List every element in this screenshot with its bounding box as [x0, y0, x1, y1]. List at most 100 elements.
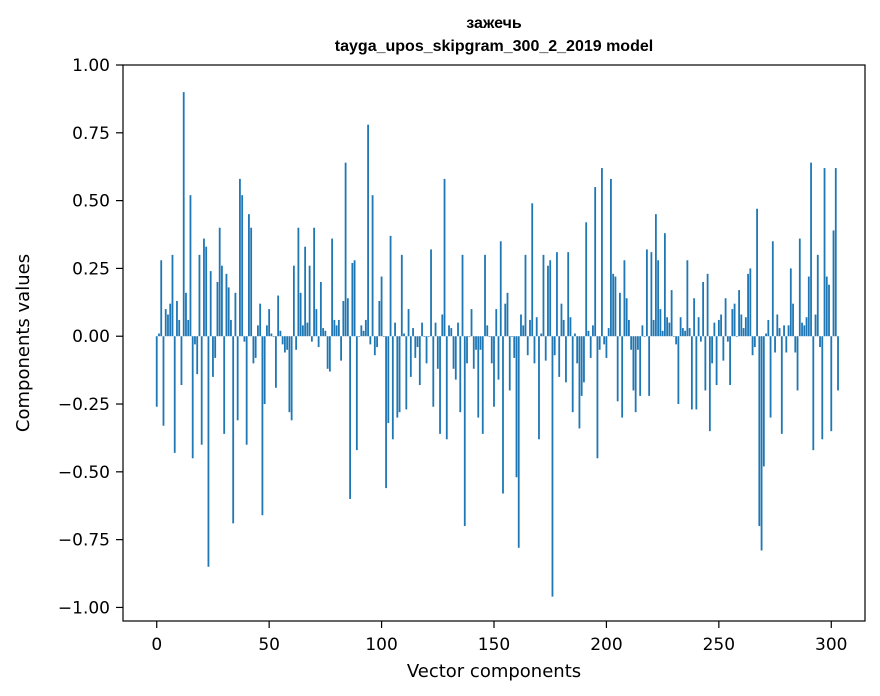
bar [259, 303, 262, 337]
bar [549, 260, 552, 337]
bar [834, 168, 837, 337]
bar [466, 336, 468, 364]
bar [266, 325, 268, 337]
bar [315, 309, 318, 337]
bar [601, 168, 603, 337]
bar [459, 336, 462, 413]
y-tick-label: −0.50 [58, 463, 110, 483]
bar [526, 336, 529, 356]
bar [232, 336, 235, 524]
bar [362, 330, 365, 337]
bar [452, 336, 455, 369]
bar [167, 314, 169, 337]
bar [499, 241, 502, 337]
bar [625, 298, 628, 337]
bar [486, 325, 489, 337]
bar [319, 281, 322, 337]
x-tick-label: 300 [815, 635, 847, 655]
bar [639, 336, 642, 396]
bar [585, 222, 588, 337]
bar [738, 290, 740, 337]
bar [612, 273, 615, 337]
bar [349, 336, 351, 499]
bar [450, 328, 453, 337]
bar [805, 317, 808, 337]
bar [331, 238, 334, 337]
bar [713, 322, 716, 337]
bar [614, 276, 617, 337]
bar [616, 336, 619, 402]
bar [394, 322, 396, 337]
bar [812, 336, 815, 451]
bar [596, 336, 599, 459]
bar [241, 195, 244, 337]
bar [646, 249, 648, 337]
bar [628, 319, 630, 337]
bar [412, 328, 414, 337]
bar [236, 336, 239, 421]
bar [297, 227, 300, 337]
bar [776, 314, 779, 337]
bar [481, 336, 484, 434]
bar [733, 303, 736, 337]
bar [731, 309, 734, 337]
bar [326, 336, 329, 369]
bar [677, 336, 680, 405]
bar [747, 273, 749, 337]
bar [704, 336, 707, 391]
x-axis-label: Vector components [407, 661, 581, 682]
bar [171, 254, 174, 337]
bar [688, 328, 691, 337]
bar [668, 322, 671, 337]
bar [198, 254, 201, 337]
bar [506, 292, 509, 337]
bar [398, 336, 401, 413]
bar [158, 333, 160, 337]
bar [729, 336, 731, 386]
bar [724, 298, 727, 337]
bar [830, 336, 833, 432]
bar [495, 309, 498, 337]
bar [531, 203, 534, 337]
bar [699, 336, 702, 342]
bar [762, 336, 765, 467]
y-tick-label: −0.25 [58, 395, 110, 415]
bar [239, 178, 241, 337]
bar [382, 336, 385, 337]
bar [735, 336, 738, 337]
chart-subtitle: tayga_upos_skipgram_300_2_2019 model [335, 38, 653, 55]
bar [502, 336, 504, 494]
bar [313, 227, 316, 337]
x-tick-label: 0 [151, 635, 162, 655]
bar [405, 336, 408, 410]
bar [787, 325, 790, 337]
bar [684, 330, 687, 337]
bar [286, 336, 289, 350]
bar [513, 336, 516, 358]
bar [308, 265, 311, 337]
y-axis-label: Components values [13, 254, 34, 432]
bar [443, 178, 446, 337]
bar [245, 336, 248, 445]
x-axis-ticks: 0 50 100 150 200 250 300 [151, 621, 847, 655]
bar [194, 336, 196, 345]
bar [416, 336, 419, 348]
bar [403, 333, 405, 337]
bar [461, 254, 464, 337]
bar [342, 300, 345, 337]
bar [623, 260, 626, 337]
y-tick-label: 0.25 [72, 259, 110, 279]
bar [663, 233, 666, 337]
bar [765, 333, 767, 337]
bar [535, 317, 538, 337]
bar [176, 300, 178, 337]
bar [666, 317, 669, 337]
bar [301, 325, 304, 337]
bar [371, 195, 374, 337]
bar [270, 333, 273, 337]
bar [439, 336, 441, 434]
bar [221, 265, 223, 337]
bar [562, 319, 565, 337]
bar [178, 319, 181, 337]
